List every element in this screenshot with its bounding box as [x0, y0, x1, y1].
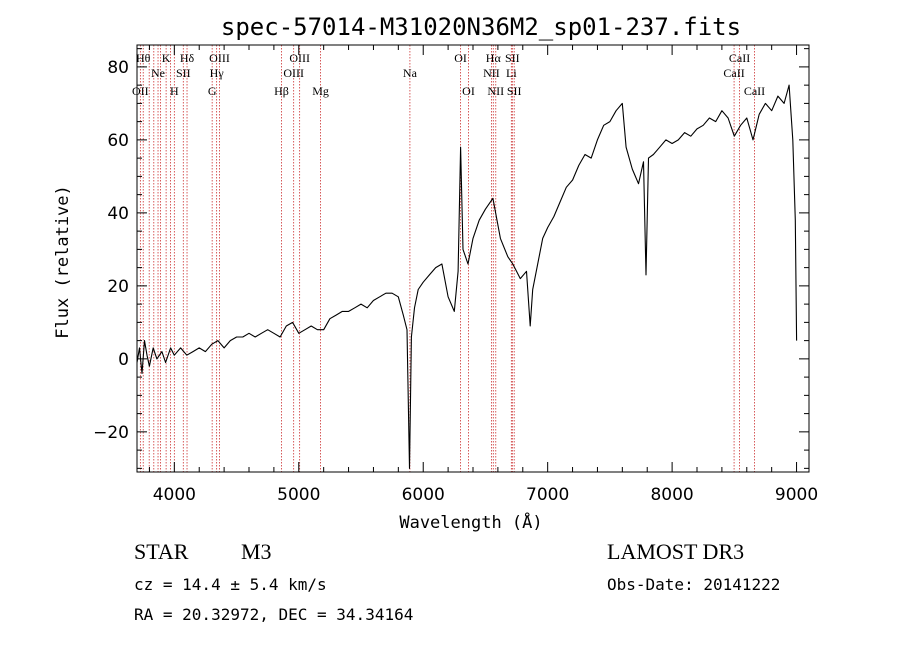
- y-tick-label: 20: [107, 277, 129, 297]
- line-label: K: [162, 51, 171, 65]
- line-label: CaII: [744, 84, 765, 98]
- x-axis-ticks: 4000 5000 6000 7000 8000 9000: [148, 45, 818, 505]
- line-label: SII: [176, 66, 191, 80]
- obs-date: Obs-Date: 20141222: [607, 575, 780, 594]
- x-axis-label: Wavelength (Å): [399, 511, 542, 533]
- line-label: OI: [462, 84, 475, 98]
- survey-name: LAMOST DR3: [607, 539, 744, 564]
- line-label: OI: [454, 51, 467, 65]
- line-label: OIII: [283, 66, 304, 80]
- chart-title: spec-57014-M31020N36M2_sp01-237.fits: [221, 13, 741, 41]
- y-tick-label: 80: [107, 58, 129, 78]
- x-tick-label: 9000: [775, 485, 818, 505]
- spectral-line-labels: OIIHθNeKHSIIHδGHγOIIIHβOIIIOIIIMgNaOIOIN…: [132, 51, 765, 98]
- plot-frame: [136, 44, 810, 473]
- line-label: Hδ: [180, 51, 195, 65]
- x-tick-label: 4000: [153, 485, 196, 505]
- y-tick-label: 60: [107, 131, 129, 151]
- x-tick-label: 5000: [277, 485, 320, 505]
- y-axis-ticks: −20 0 20 40 60 80: [93, 48, 809, 469]
- x-tick-label: 8000: [650, 485, 693, 505]
- line-label: Na: [403, 66, 418, 80]
- line-label: OIII: [289, 51, 310, 65]
- spectral-line-markers: [139, 45, 755, 472]
- y-axis-label: Flux (relative): [53, 185, 73, 339]
- line-label: Ne: [151, 66, 165, 80]
- spectrum-line: [136, 84, 798, 469]
- line-label: OIII: [209, 51, 230, 65]
- line-label: Mg: [312, 84, 329, 98]
- line-label: SII: [505, 51, 520, 65]
- line-label: CaII: [723, 66, 744, 80]
- line-label: CaII: [729, 51, 750, 65]
- x-tick-label: 7000: [526, 485, 569, 505]
- line-label: Li: [506, 66, 517, 80]
- x-tick-label: 6000: [402, 485, 445, 505]
- line-label: OII: [132, 84, 149, 98]
- y-tick-label: 0: [118, 350, 129, 370]
- line-label: NII: [487, 84, 504, 98]
- line-label: Hθ: [136, 51, 151, 65]
- line-label: Hγ: [210, 66, 225, 80]
- line-label: Hα: [486, 51, 502, 65]
- object-subclass: M3: [241, 539, 272, 564]
- y-tick-label: 40: [107, 204, 129, 224]
- y-tick-label: −20: [93, 423, 129, 443]
- object-class: STAR: [134, 539, 189, 564]
- line-label: SII: [507, 84, 522, 98]
- line-label: G: [208, 84, 217, 98]
- line-label: Hβ: [274, 84, 289, 98]
- redshift-cz: cz = 14.4 ± 5.4 km/s: [134, 575, 327, 594]
- ra-dec: RA = 20.32972, DEC = 34.34164: [134, 605, 413, 624]
- line-label: NII: [483, 66, 500, 80]
- line-label: H: [170, 84, 179, 98]
